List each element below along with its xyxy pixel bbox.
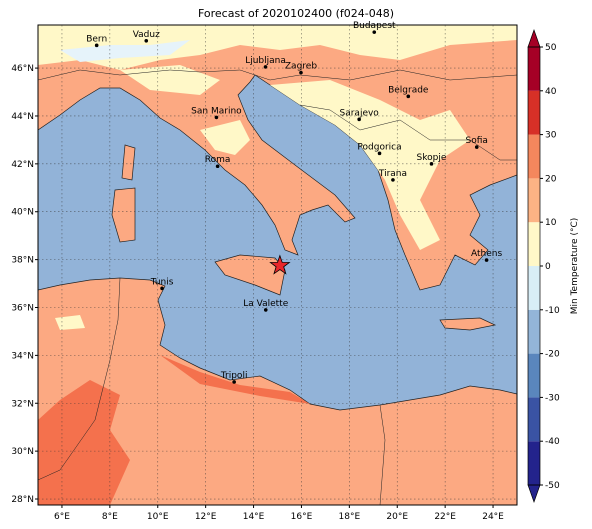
city-label: Podgorica	[357, 142, 401, 152]
x-tick-label: 18°E	[339, 512, 361, 522]
city-marker	[377, 151, 382, 156]
x-tick-label: 22°E	[434, 512, 456, 522]
x-tick-label: 20°E	[386, 512, 408, 522]
colorbar-tick-label: -20	[545, 350, 560, 360]
colorbar-label: Min Temperature (°C)	[570, 218, 580, 315]
colorbar-segment	[528, 90, 540, 135]
mild-zone	[270, 80, 470, 250]
city-marker	[372, 30, 377, 34]
city-label: Tunis	[150, 277, 174, 287]
colorbar-tick-label: 0	[545, 262, 551, 272]
city-label: San Marino	[191, 106, 242, 116]
x-tick-label: 24°E	[482, 512, 504, 522]
city-label: La Valette	[243, 299, 288, 309]
colorbar-segment	[528, 47, 540, 91]
y-tick-label: 36°N	[11, 303, 34, 313]
sicily	[214, 254, 286, 296]
city-label: Zagreb	[285, 62, 317, 72]
city-marker	[406, 94, 411, 99]
y-tick-label: 34°N	[11, 351, 34, 361]
city-marker	[94, 43, 99, 48]
city-marker	[357, 117, 361, 122]
colorbar-extend	[527, 484, 541, 504]
city-label: Tirana	[378, 169, 407, 179]
city-marker	[160, 286, 164, 291]
colorbar: -50 -40 -30 -20 -10 0 10 20 30 40 50	[527, 28, 560, 504]
border	[38, 277, 121, 481]
colorbar-tick-label: -30	[545, 393, 560, 403]
x-tick-label: 14°E	[243, 512, 265, 522]
x-tick-label: 6°E	[54, 512, 70, 522]
city-label: Ljubljana	[245, 56, 286, 66]
y-tick-label: 28°N	[11, 495, 34, 505]
city-label: Roma	[205, 155, 231, 165]
colorbar-tick-label: 20	[545, 174, 557, 184]
city-marker	[299, 70, 303, 75]
city-label: Sarajevo	[340, 108, 380, 118]
city-marker	[144, 39, 149, 43]
city-label: Bern	[86, 34, 107, 44]
city-marker	[484, 258, 489, 262]
city-label: Athens	[471, 249, 502, 259]
y-tick-label: 44°N	[11, 112, 34, 122]
colorbar-tick-label: 30	[545, 131, 557, 141]
map-frame	[37, 24, 518, 506]
crete	[439, 317, 497, 331]
x-tick-label: 16°E	[291, 512, 313, 522]
colorbar-segment	[528, 222, 540, 266]
colorbar-segment	[528, 309, 540, 354]
city-label: Vaduz	[133, 30, 160, 40]
border	[299, 104, 517, 161]
colorbar-segment	[528, 134, 540, 179]
colorbar-tick-label: -10	[545, 306, 560, 316]
hot-zone	[160, 355, 310, 404]
border	[379, 404, 386, 505]
y-tick-label: 42°N	[11, 160, 34, 170]
y-tick-label: 46°N	[11, 64, 34, 74]
city-label: Sofia	[466, 136, 488, 146]
y-tick-label: 32°N	[11, 399, 34, 409]
city-label: Belgrade	[388, 85, 429, 95]
border	[38, 69, 517, 81]
x-tick-label: 10°E	[147, 512, 169, 522]
corsica	[121, 144, 136, 181]
colorbar-tick-label: 40	[545, 87, 557, 97]
colorbar-extend	[527, 28, 541, 48]
colorbar-tick-label: -40	[545, 437, 560, 447]
europe	[38, 25, 517, 291]
hot-zone	[38, 380, 130, 505]
city-marker	[215, 164, 220, 169]
colorbar-segment	[528, 441, 540, 485]
city-marker	[263, 308, 268, 312]
city-marker	[214, 115, 219, 120]
city-marker	[474, 145, 479, 149]
colorbar-segment	[528, 178, 540, 223]
y-tick-label: 40°N	[11, 208, 34, 218]
y-tick-label: 38°N	[11, 256, 34, 266]
colorbar-segment	[528, 266, 540, 310]
colorbar-segment	[528, 397, 540, 442]
city-marker	[232, 380, 236, 384]
mild-zone	[38, 25, 517, 70]
city-label: Tripoli	[220, 371, 248, 381]
colorbar-segment	[528, 353, 540, 398]
map-area	[38, 25, 517, 505]
mild-zone	[200, 120, 250, 155]
sardinia	[111, 187, 136, 243]
city-label: Budapest	[353, 21, 396, 31]
colorbar-tick-label: 50	[545, 43, 557, 53]
colorbar-tick-label: -50	[545, 481, 560, 491]
city-label: Skopje	[417, 153, 447, 163]
city-marker	[263, 65, 268, 69]
x-tick-label: 8°E	[102, 512, 118, 522]
title: Forecast of 2020102400 (f024-048)	[198, 7, 394, 20]
mild-zone	[55, 315, 85, 330]
x-tick-label: 12°E	[195, 512, 217, 522]
city-marker	[391, 178, 395, 182]
colorbar-tick-label: 10	[545, 218, 557, 228]
city-marker	[429, 162, 434, 166]
y-tick-label: 30°N	[11, 447, 34, 457]
location-star	[269, 254, 291, 275]
